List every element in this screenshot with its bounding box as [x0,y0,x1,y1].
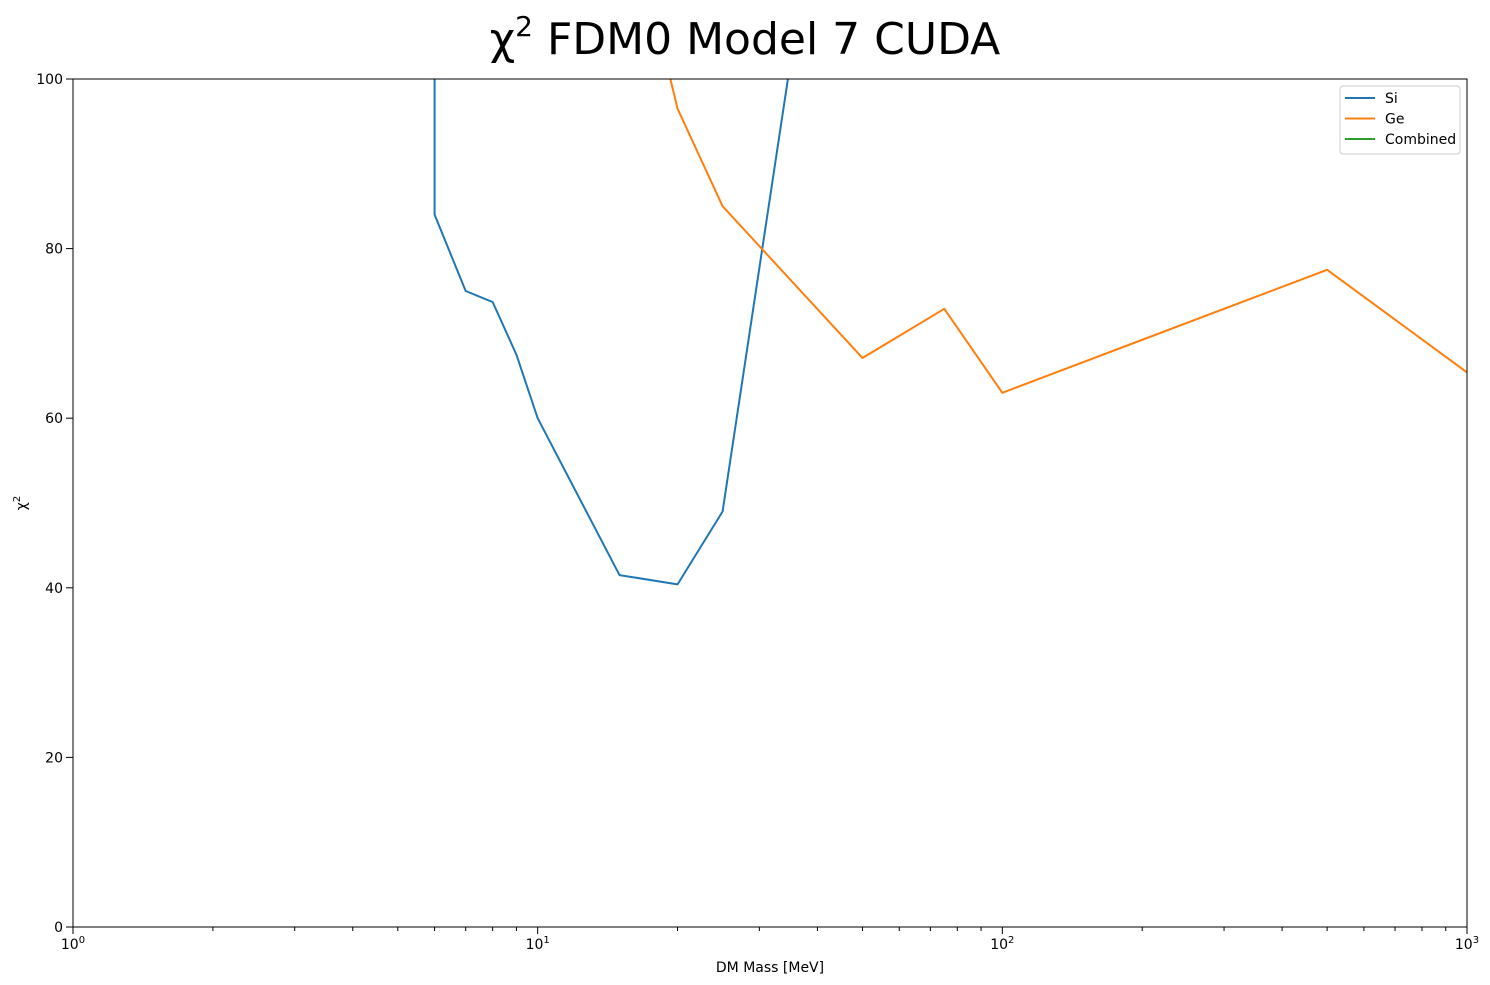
x-tick-label: 100 [61,935,85,953]
series-line-ge [669,79,1467,394]
y-axis-ticks: 0 20 40 60 80 100 [36,72,73,936]
y-axis-label: χ2 [12,496,30,510]
x-axis-ticks: 100 101 102 103 [61,927,1479,953]
series-line-si [433,79,789,586]
legend: Si Ge Combined [1339,85,1461,155]
x-tick-label: 102 [990,935,1014,953]
y-tick-label: 60 [45,411,63,427]
series-layer [433,79,1467,586]
y-tick-label: 20 [45,750,63,766]
x-tick-label: 103 [1455,935,1479,953]
legend-label-ge: Ge [1385,112,1404,128]
y-tick-label: 100 [36,72,63,88]
y-tick-label: 40 [45,581,63,597]
x-tick-label: 101 [526,935,550,953]
y-tick-label: 0 [54,920,63,936]
x-axis-label: DM Mass [MeV] [716,960,824,976]
legend-label-combined: Combined [1385,132,1456,148]
plot-frame [72,78,1468,928]
legend-box [1339,85,1461,155]
x-axis-minor-ticks [212,927,1447,931]
chart-title: χ2 FDM0 Model 7 CUDA [490,10,1001,65]
legend-label-si: Si [1385,91,1398,107]
y-tick-label: 80 [45,242,63,258]
